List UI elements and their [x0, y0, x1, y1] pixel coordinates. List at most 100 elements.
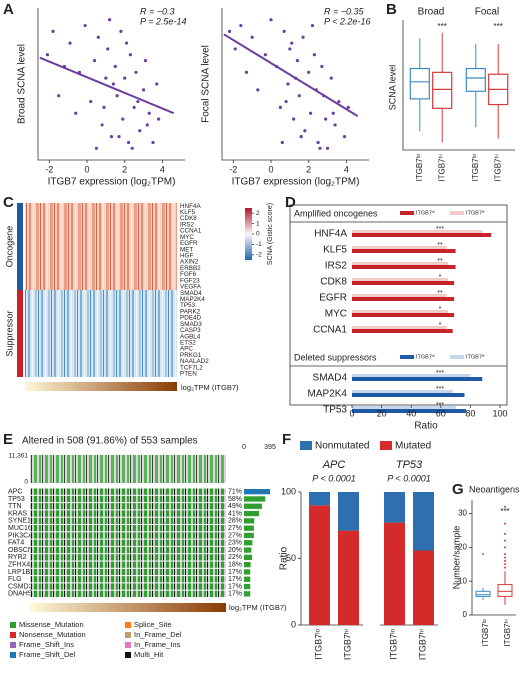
point [342, 135, 347, 139]
bar [352, 377, 483, 381]
group-bar [17, 290, 23, 377]
x-tick-label: 60 [436, 408, 446, 418]
point [100, 123, 104, 127]
outlier [504, 505, 506, 508]
gene-label: APC [8, 488, 22, 495]
row-label: KLF5 [180, 209, 196, 216]
section-title: Amplified oncogenes [294, 208, 378, 218]
percent-label: 22% [228, 554, 242, 561]
bar [352, 329, 453, 333]
category-label: SMAD4 [313, 373, 348, 384]
legend-label: Frame_Shift_Ins [19, 640, 74, 649]
legend-label: ITGB7ˡᵒ [416, 209, 435, 216]
annotation: *** [436, 370, 444, 377]
panel-label: C [3, 194, 14, 211]
percent-label: 20% [228, 547, 242, 554]
annotation: R = −0.3 [140, 6, 175, 16]
x-axis-label: ITGB7 expression (log₂TPM) [232, 177, 360, 188]
row-label: VEGFA [180, 284, 202, 291]
row-label: MAP2K4 [180, 296, 205, 303]
box [475, 590, 491, 597]
legend-swatch [400, 211, 414, 215]
gene-label: PIK3CA [8, 532, 33, 539]
row-label: CDK8 [180, 215, 197, 222]
section-title: Deleted suppressors [294, 352, 377, 362]
point [157, 117, 161, 121]
point [111, 82, 115, 86]
point [92, 59, 97, 63]
category-label: CCNA1 [313, 325, 347, 336]
percent-label: 17% [228, 583, 242, 590]
point [96, 35, 100, 39]
bar [352, 393, 465, 397]
row-label: SMAD4 [180, 290, 202, 297]
y-axis-label: Focal SCNA level [201, 45, 212, 123]
category-label: EGFR [319, 293, 347, 304]
count-bar [244, 503, 262, 509]
gene-row [30, 576, 226, 583]
box [409, 67, 430, 100]
gene-label: FAT4 [8, 540, 24, 547]
bar [352, 249, 456, 253]
legend-label: Nonsense_Mutation [19, 630, 86, 639]
row-label: HNF4A [180, 203, 201, 210]
row-label: FGF6 [180, 271, 197, 278]
y-axis-label: Ratio [279, 546, 290, 570]
legend-swatch [300, 441, 312, 450]
row-label: APC [180, 346, 193, 353]
legend-label: In_Frame_Del [134, 630, 182, 639]
bar [352, 262, 449, 266]
group-label: Oncogene [4, 226, 14, 268]
box [432, 71, 453, 109]
annotation: * [439, 306, 442, 313]
bar [352, 297, 455, 301]
gene-row [30, 561, 226, 568]
fit-line [39, 56, 175, 115]
annotation: *** [438, 22, 447, 31]
bar-segment [413, 550, 434, 625]
gene-row [30, 590, 226, 597]
x-tick-label: 2 [122, 164, 127, 174]
point [227, 29, 232, 33]
row-label: NAALAD2 [180, 358, 209, 365]
count-bar [244, 583, 251, 590]
colorbar-tick-label: 0 [256, 231, 260, 238]
bar [352, 246, 447, 250]
bar [352, 278, 449, 282]
gene-label: OBSCN [8, 547, 33, 554]
category-label: HNF4A [314, 229, 347, 240]
outlier [504, 532, 506, 535]
point [123, 76, 127, 80]
point [108, 18, 112, 22]
x-tick-label: ITGB7ˡᵒ [471, 154, 480, 181]
x-axis-label: log₂TPM (ITGB7) [229, 603, 287, 612]
point [102, 105, 106, 109]
row-label: SMAD3 [180, 321, 202, 328]
row-label: AXIN2 [180, 259, 199, 266]
percent-label: 17% [228, 569, 242, 576]
x-tick-label: ITGB7ˡᵒ [481, 619, 490, 646]
percent-label: 17% [228, 591, 242, 598]
outlier [504, 556, 506, 559]
row-label: PDE4D [180, 315, 201, 322]
annotation: ** [437, 290, 443, 297]
row-label: TCF7L2 [180, 364, 203, 371]
point [256, 88, 260, 92]
legend-swatch [10, 622, 16, 628]
legend-label: Multi_Hit [134, 650, 164, 659]
annotation: *** [500, 507, 509, 516]
x-tick-label: 80 [465, 408, 475, 418]
annotation: *** [436, 386, 444, 393]
point [346, 105, 350, 109]
x-tick-label: ITGB7ʰⁱ [493, 154, 502, 182]
point [115, 94, 119, 98]
legend-label: Nonmutated [315, 441, 369, 452]
gene-label: MUC16 [8, 525, 32, 532]
count-bar [244, 576, 251, 582]
annotation: P < 0.0001 [387, 473, 430, 483]
percent-label: 49% [228, 503, 242, 510]
percent-label: 58% [228, 496, 242, 503]
point [136, 99, 140, 104]
gene-row [30, 488, 226, 495]
row-label: ETS2 [180, 339, 196, 346]
